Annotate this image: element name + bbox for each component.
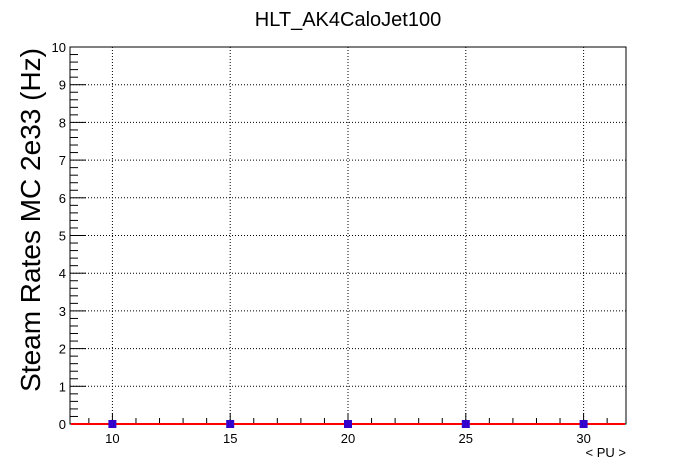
tick-labels: 10 15 20 25 30 0 1 2 3 4 5 6 7 8 9 10 [52, 40, 591, 446]
x-tick-label: 20 [341, 431, 355, 446]
chart-title: HLT_AK4CaloJet100 [255, 9, 441, 31]
x-tick-label: 15 [223, 431, 237, 446]
x-tick-label: 30 [576, 431, 590, 446]
plot-frame [69, 46, 627, 425]
data-points [108, 420, 588, 428]
y-tick-label: 5 [59, 229, 66, 244]
y-tick-label: 10 [52, 40, 66, 55]
y-tick-label: 2 [59, 342, 66, 357]
y-tick-label: 9 [59, 78, 66, 93]
y-tick-label: 6 [59, 191, 66, 206]
data-point [579, 420, 588, 428]
data-point [344, 420, 352, 428]
data-point [461, 420, 470, 428]
y-axis-label: Steam Rates MC 2e33 (Hz) [15, 48, 46, 392]
y-tick-label: 7 [59, 153, 66, 168]
data-point [108, 420, 117, 428]
y-tick-label: 8 [59, 115, 66, 130]
x-axis-label: < PU > [586, 445, 626, 460]
y-tick-label: 3 [59, 304, 66, 319]
x-tick-label: 10 [105, 431, 119, 446]
data-point [226, 420, 235, 428]
y-tick-label: 1 [59, 379, 66, 394]
y-tick-label: 0 [59, 417, 66, 432]
grid [70, 47, 626, 424]
y-tick-label: 4 [59, 266, 66, 281]
x-tick-label: 25 [459, 431, 473, 446]
